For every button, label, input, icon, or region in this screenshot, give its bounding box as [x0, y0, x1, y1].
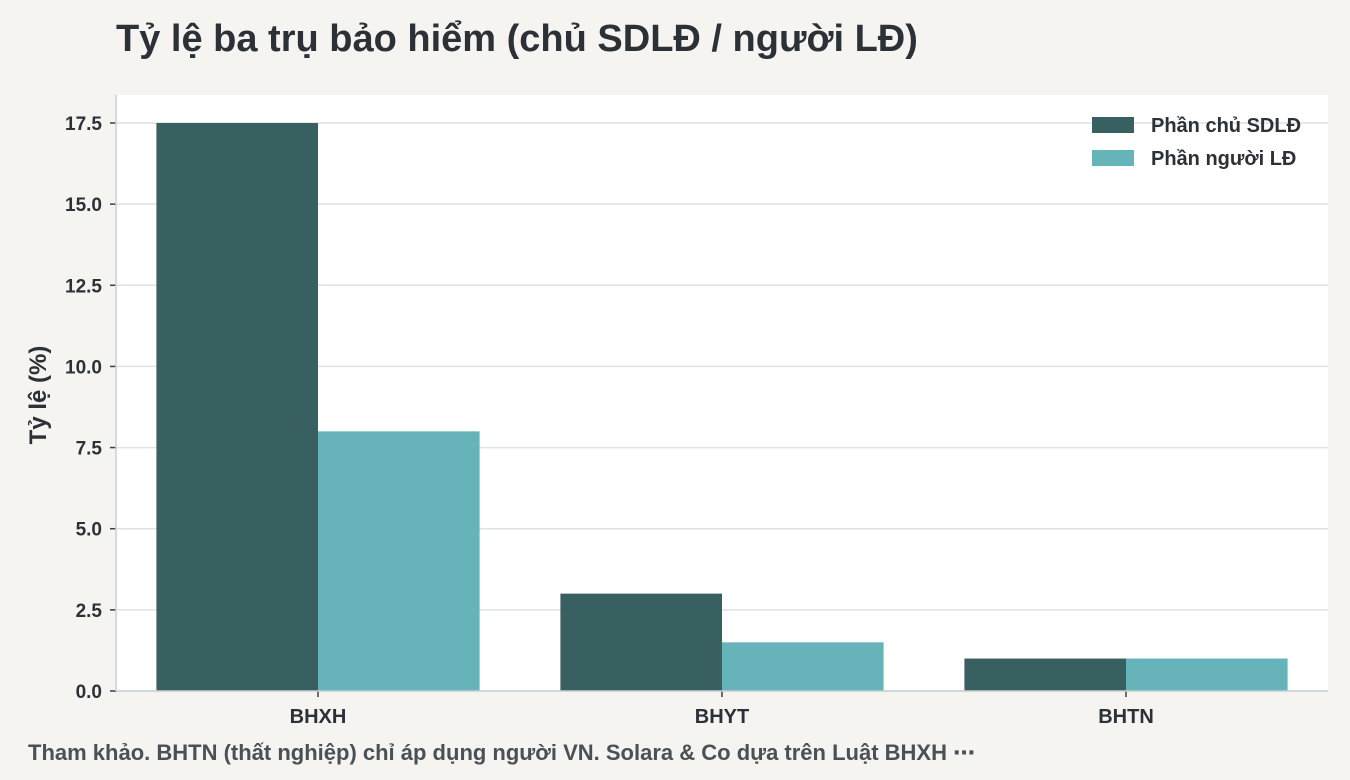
x-axis: BHXH BHYT BHTN [116, 690, 1328, 728]
y-tick-label: 10.0 [65, 357, 102, 378]
bar-bhxh-series-1 [156, 123, 318, 691]
y-tick-label: 5.0 [76, 520, 102, 541]
bar-bhxh-series-2 [318, 431, 480, 691]
bar-bhtn-series-1 [964, 658, 1126, 691]
bar-bhyt-series-2 [722, 642, 884, 691]
bar-bhtn-series-2 [1126, 658, 1288, 691]
chart-title: Tỷ lệ ba trụ bảo hiểm (chủ SDLĐ / người … [116, 18, 918, 60]
y-tick-label: 12.5 [65, 276, 102, 297]
legend-label: Phần chủ SDLĐ [1151, 115, 1301, 137]
y-tick-label: 7.5 [76, 439, 103, 460]
footnote: Tham khảo. BHTN (thất nghiệp) chỉ áp dụn… [28, 740, 976, 765]
y-axis-label: Tỷ lệ (%) [25, 346, 52, 445]
legend-swatch [1092, 117, 1134, 133]
x-tick-label: BHXH [290, 706, 347, 728]
x-tick-label: BHTN [1098, 706, 1154, 728]
x-tick-label: BHYT [695, 706, 749, 728]
legend: Phần chủ SDLĐ Phần người LĐ [1092, 115, 1301, 170]
y-tick-label: 2.5 [76, 601, 103, 622]
bars [156, 123, 1288, 691]
y-axis: 0.0 2.5 5.0 7.5 10.0 12.5 15.0 17.5 [65, 95, 117, 703]
y-tick-label: 15.0 [65, 195, 102, 216]
bar-bhyt-series-1 [560, 593, 722, 691]
legend-swatch [1092, 150, 1134, 166]
legend-label: Phần người LĐ [1151, 148, 1296, 170]
y-tick-label: 0.0 [76, 682, 102, 703]
y-tick-label: 17.5 [65, 114, 102, 135]
